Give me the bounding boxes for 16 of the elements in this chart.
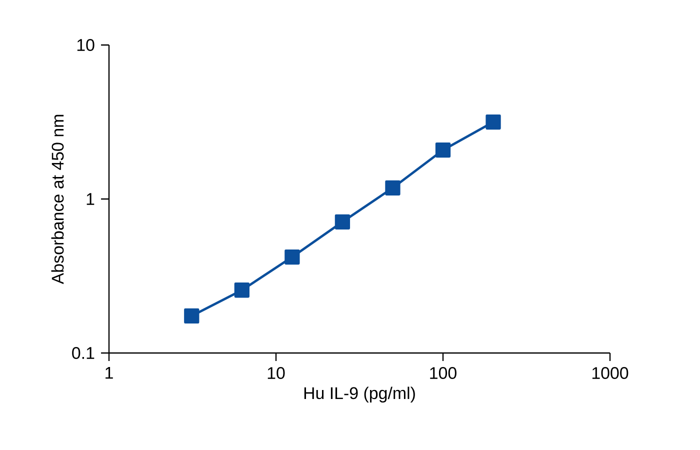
x-tick-label: 10: [268, 367, 285, 379]
point: [435, 142, 451, 158]
y-tick-label: 1: [86, 193, 94, 205]
x-tick-label: 100: [430, 367, 456, 379]
y-tick-label: 10: [77, 39, 94, 51]
x-axis-title: Hu IL-9 (pg/ml): [304, 386, 415, 402]
point: [385, 180, 400, 196]
point: [234, 282, 250, 298]
point: [184, 308, 200, 324]
y-axis-title: Absorbance at 450 nm: [51, 114, 64, 284]
x-tick-label: 1000: [592, 367, 628, 379]
point: [486, 114, 501, 130]
point: [284, 249, 300, 265]
point: [334, 214, 350, 230]
y-tick-label: 0.1: [72, 347, 94, 359]
x-tick-label: 1: [106, 367, 113, 379]
